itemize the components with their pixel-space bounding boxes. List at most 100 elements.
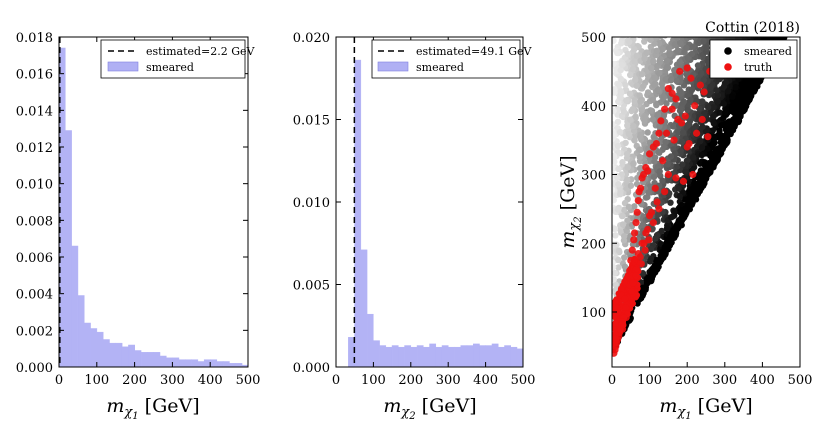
m1-bar <box>134 350 142 368</box>
scatter-smeared-point <box>739 82 746 89</box>
scatter-smeared-point <box>653 47 660 55</box>
scatter-smeared-point <box>616 128 624 136</box>
m2-bar <box>379 345 387 368</box>
scatter-smeared-point <box>637 146 644 153</box>
m2-bar <box>485 345 493 368</box>
scatter-smeared-point <box>714 98 721 105</box>
scatter-smeared-point <box>624 164 631 171</box>
scatter-truth-point <box>617 285 625 293</box>
scatter-truth-point <box>691 102 699 110</box>
scatter-truth-point <box>645 236 653 244</box>
scatter-panel: 0 100 200 300 400 500 100 200 300 400 500 Cottin … <box>557 20 812 422</box>
scatter-smeared-point <box>625 130 632 138</box>
scatter-smeared-point <box>623 150 631 158</box>
scatter-smeared-point <box>686 187 693 194</box>
scatter-smeared-point <box>654 111 661 118</box>
scatter-smeared-point <box>671 66 678 74</box>
scatter-smeared-point <box>614 206 622 213</box>
scatter-smeared-point <box>643 280 651 287</box>
scatter-smeared-point <box>650 58 657 65</box>
scatter-smeared-point <box>726 129 734 137</box>
scatter-smeared-point <box>712 153 719 161</box>
scatter-y-tick-label: 500 <box>581 31 606 46</box>
scatter-smeared-point <box>627 116 634 123</box>
scatter-y-ticks: 100 200 300 400 500 <box>581 31 617 321</box>
scatter-smeared-point <box>667 153 675 160</box>
scatter-truth-point <box>621 295 629 303</box>
m1-bar <box>77 295 85 368</box>
m1-bar <box>71 245 79 368</box>
scatter-smeared-point <box>620 206 628 214</box>
scatter-smeared-point <box>724 88 732 95</box>
scatter-smeared-point <box>658 249 665 256</box>
scatter-truth-point <box>700 88 708 96</box>
scatter-smeared-point <box>778 37 786 41</box>
m1-y-tick-label: 0.018 <box>16 31 53 46</box>
scatter-smeared-point <box>615 256 622 264</box>
scatter-smeared-point <box>617 88 625 95</box>
scatter-smeared-point <box>633 82 640 89</box>
scatter-truth-point <box>624 273 632 281</box>
m2-bar <box>354 59 362 368</box>
scatter-smeared-point <box>682 168 689 175</box>
scatter-legend-truth-label: truth <box>744 61 772 74</box>
scatter-truth-point <box>655 205 663 213</box>
scatter-smeared-point <box>689 43 697 50</box>
scatter-truth-point <box>628 287 636 295</box>
scatter-smeared-point <box>716 127 723 134</box>
scatter-smeared-point <box>629 106 636 113</box>
scatter-smeared-point <box>615 81 623 89</box>
scatter-smeared-point <box>643 49 650 56</box>
m1-bar <box>128 344 136 368</box>
scatter-smeared-point <box>617 66 624 74</box>
scatter-smeared-point <box>688 86 696 94</box>
scatter-smeared-point <box>667 234 674 241</box>
m2-bar <box>454 346 462 368</box>
scatter-smeared-point <box>667 77 675 84</box>
scatter-x-label: mχ1 [GeV] <box>659 395 752 422</box>
scatter-smeared-point <box>674 128 682 136</box>
scatter-truth-point <box>634 197 642 205</box>
scatter-smeared-point <box>618 171 626 178</box>
scatter-x-tick-label: 500 <box>788 373 813 388</box>
scatter-smeared-point <box>615 264 622 271</box>
scatter-smeared-point <box>684 106 691 114</box>
m2-y-tick-label: 0.005 <box>293 279 330 294</box>
scatter-smeared-point <box>710 134 718 141</box>
scatter-smeared-point <box>745 37 752 40</box>
scatter-smeared-point <box>651 74 658 81</box>
m1-y-tick-label: 0.000 <box>16 361 53 376</box>
scatter-truth-point <box>651 184 659 192</box>
scatter-smeared-point <box>613 174 621 181</box>
m2-bar <box>466 345 474 368</box>
scatter-smeared-point <box>662 76 669 83</box>
m1-bar <box>191 359 199 368</box>
scatter-smeared-point <box>612 37 617 44</box>
m2-x-tick-label: 300 <box>436 373 461 388</box>
scatter-smeared-point <box>719 138 726 146</box>
scatter-truth-point <box>614 304 621 312</box>
scatter-smeared-point <box>629 65 637 73</box>
scatter-smeared-point <box>714 37 721 41</box>
scatter-x-tick-label: 0 <box>608 373 616 388</box>
m1-bar <box>172 357 180 368</box>
m1-legend-fill-swatch <box>107 61 139 72</box>
scatter-truth-point <box>612 340 616 348</box>
scatter-smeared-point <box>699 37 705 39</box>
scatter-smeared-point <box>622 81 629 89</box>
scatter-truth-point <box>693 129 701 137</box>
m1-x-tick-label: 300 <box>160 373 185 388</box>
scatter-smeared-point <box>614 142 622 150</box>
scatter-smeared-point <box>656 168 663 175</box>
scatter-smeared-point <box>673 77 680 85</box>
scatter-smeared-point <box>722 79 730 86</box>
scatter-smeared-point <box>764 37 771 40</box>
scatter-smeared-point <box>673 37 681 41</box>
scatter-smeared-point <box>710 120 718 127</box>
m1-bar <box>115 342 123 368</box>
scatter-smeared-point <box>621 254 628 261</box>
m1-bar <box>222 361 230 368</box>
scatter-smeared-point <box>612 89 618 96</box>
scatter-smeared-point <box>649 116 657 123</box>
